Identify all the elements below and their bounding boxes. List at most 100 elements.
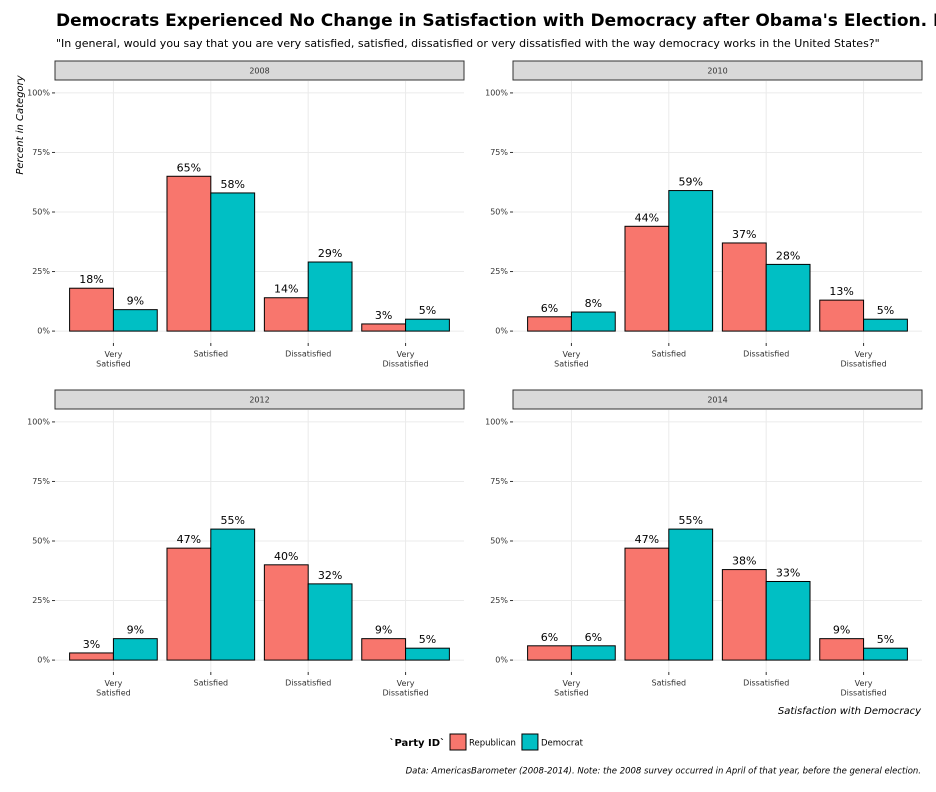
data-label: 5% xyxy=(419,633,436,646)
data-label: 5% xyxy=(419,304,436,317)
y-tick-label: 50% xyxy=(490,208,508,217)
bar xyxy=(210,192,256,332)
bar xyxy=(765,580,811,661)
bar xyxy=(863,647,908,661)
bar xyxy=(721,242,767,332)
panel-title: 2014 xyxy=(707,396,727,405)
data-label: 58% xyxy=(220,178,244,191)
bar xyxy=(527,645,572,661)
bar xyxy=(624,225,670,332)
data-label: 9% xyxy=(127,624,144,637)
data-label: 18% xyxy=(79,273,103,286)
strip xyxy=(54,60,465,81)
data-label: 40% xyxy=(274,550,298,563)
y-tick-label: 100% xyxy=(27,417,50,426)
x-tick-label: Satisfied xyxy=(652,350,687,359)
data-label: 65% xyxy=(177,161,201,174)
y-tick-label: 0% xyxy=(37,656,50,665)
chart-subtitle: "In general, would you say that you are … xyxy=(56,37,880,50)
data-label: 28% xyxy=(776,249,800,262)
legend-title: `Party ID` xyxy=(389,737,445,749)
caption: Data: AmericasBarometer (2008-2014). Not… xyxy=(406,767,921,777)
data-label: 9% xyxy=(127,295,144,308)
bar xyxy=(863,318,908,332)
x-tick-label: Satisfied xyxy=(194,679,229,688)
data-label: 47% xyxy=(635,533,659,546)
y-tick-label: 100% xyxy=(485,88,508,97)
panel-title: 2008 xyxy=(249,67,269,76)
x-axis-title: Satisfaction with Democracy xyxy=(778,706,922,717)
bar xyxy=(361,638,407,661)
strip xyxy=(512,389,923,410)
data-label: 29% xyxy=(318,247,342,260)
bar xyxy=(624,547,670,661)
y-tick-label: 0% xyxy=(495,327,508,336)
bar xyxy=(405,647,450,661)
data-label: 13% xyxy=(829,285,853,298)
data-label: 33% xyxy=(776,566,800,579)
data-label: 6% xyxy=(585,631,602,644)
bar xyxy=(307,261,353,332)
y-tick-label: 25% xyxy=(490,596,508,605)
bar xyxy=(819,638,865,661)
bar xyxy=(527,316,572,332)
bar xyxy=(112,309,158,332)
bar xyxy=(166,175,212,332)
data-label: 9% xyxy=(833,624,850,637)
legend-label: Democrat xyxy=(541,739,584,749)
bar xyxy=(668,528,714,661)
x-tick-label: Very Dissatisfied xyxy=(840,350,886,369)
bar xyxy=(307,583,353,661)
y-tick-label: 0% xyxy=(495,656,508,665)
bar xyxy=(570,311,616,332)
data-label: 55% xyxy=(220,514,244,527)
data-label: 5% xyxy=(877,304,894,317)
data-label: 5% xyxy=(877,633,894,646)
y-tick-label: 50% xyxy=(490,537,508,546)
legend-key xyxy=(449,733,467,751)
bar xyxy=(166,547,212,661)
y-tick-label: 25% xyxy=(32,596,50,605)
bar xyxy=(263,564,309,661)
x-tick-label: Dissatisfied xyxy=(285,679,331,688)
y-tick-label: 75% xyxy=(32,148,50,157)
x-tick-label: Dissatisfied xyxy=(743,679,789,688)
strip xyxy=(54,389,465,410)
x-tick-label: Very Dissatisfied xyxy=(382,350,428,369)
y-tick-label: 25% xyxy=(32,267,50,276)
bar xyxy=(69,287,114,332)
y-tick-label: 75% xyxy=(32,477,50,486)
y-tick-label: 0% xyxy=(37,327,50,336)
bar xyxy=(668,190,714,332)
data-label: 38% xyxy=(732,555,756,568)
chart-title: Democrats Experienced No Change in Satis… xyxy=(56,11,936,31)
data-label: 32% xyxy=(318,569,342,582)
bar xyxy=(69,652,114,661)
data-label: 44% xyxy=(635,211,659,224)
data-label: 55% xyxy=(678,514,702,527)
x-tick-label: Very Dissatisfied xyxy=(382,679,428,698)
x-tick-label: Very Satisfied xyxy=(96,679,131,698)
y-tick-label: 100% xyxy=(485,417,508,426)
bar xyxy=(210,528,256,661)
x-tick-label: Very Satisfied xyxy=(96,350,131,369)
data-label: 9% xyxy=(375,624,392,637)
y-tick-label: 50% xyxy=(32,208,50,217)
data-label: 3% xyxy=(83,638,100,651)
bar xyxy=(263,297,309,332)
data-label: 14% xyxy=(274,283,298,296)
y-tick-label: 100% xyxy=(27,88,50,97)
strip xyxy=(512,60,923,81)
x-tick-label: Very Satisfied xyxy=(554,679,589,698)
x-tick-label: Very Dissatisfied xyxy=(840,679,886,698)
y-tick-label: 75% xyxy=(490,477,508,486)
data-label: 8% xyxy=(585,297,602,310)
x-tick-label: Dissatisfied xyxy=(285,350,331,359)
panel-title: 2010 xyxy=(707,67,727,76)
bar xyxy=(819,299,865,332)
data-label: 6% xyxy=(541,631,558,644)
bar xyxy=(361,323,407,332)
legend-label: Republican xyxy=(469,739,516,749)
data-label: 47% xyxy=(177,533,201,546)
